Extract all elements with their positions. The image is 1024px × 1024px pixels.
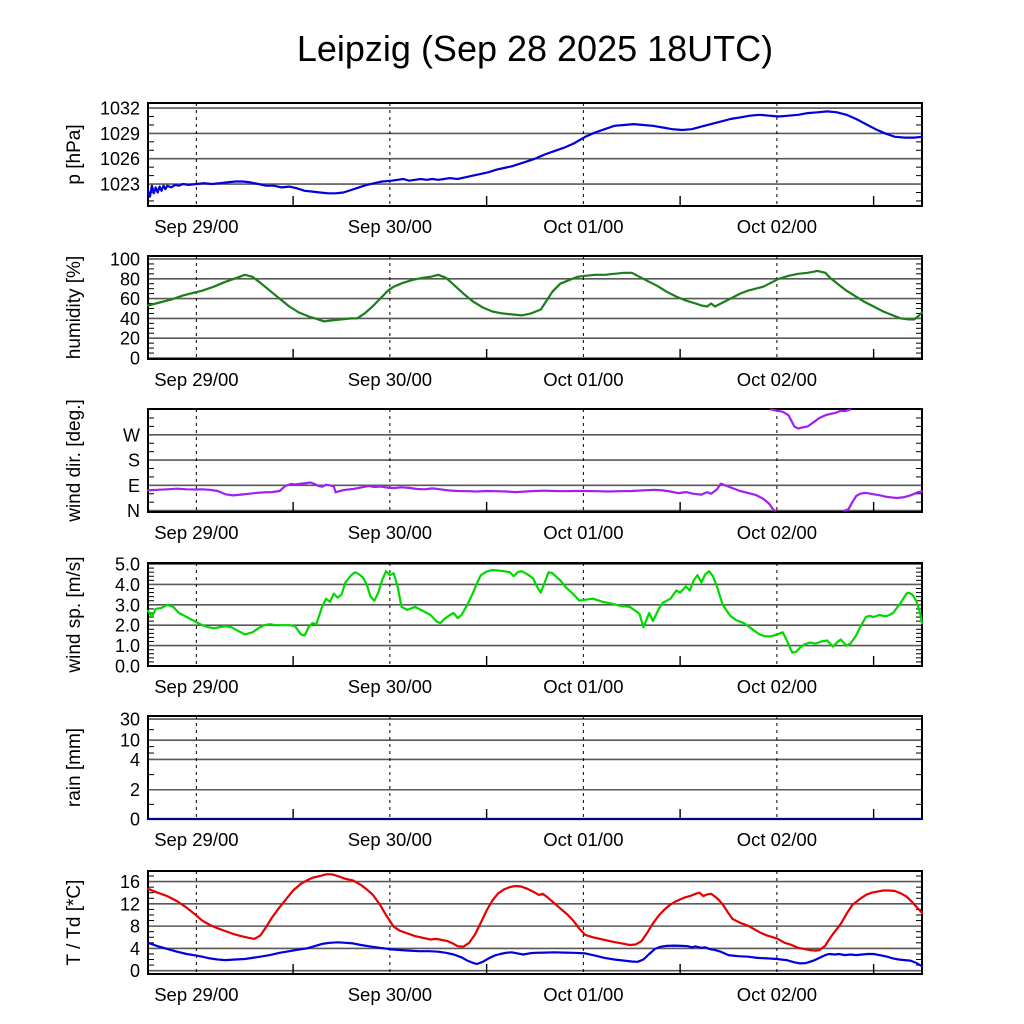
xtick-label-temperature: Oct 01/00 — [543, 984, 623, 1005]
wind-direction-series-line — [769, 408, 852, 430]
dewpoint-series-line — [146, 941, 924, 968]
xtick-label-wind-speed: Sep 29/00 — [154, 676, 238, 697]
ytick-label-humidity: 60 — [120, 289, 140, 309]
pressure-series-line — [146, 110, 924, 198]
xtick-label-rain: Sep 30/00 — [348, 829, 432, 850]
ytick-label-rain: 2 — [130, 780, 140, 800]
xtick-label-humidity: Oct 02/00 — [737, 369, 817, 390]
ytick-label-temperature: 8 — [130, 917, 140, 937]
xtick-label-temperature: Sep 30/00 — [348, 984, 432, 1005]
xtick-label-wind-direction: Sep 30/00 — [348, 522, 432, 543]
xtick-label-humidity: Sep 30/00 — [348, 369, 432, 390]
ylabel-pressure: p [hPa] — [64, 124, 85, 184]
panel-frame-pressure — [147, 102, 923, 207]
xtick-label-rain: Sep 29/00 — [154, 829, 238, 850]
xtick-label-wind-speed: Oct 02/00 — [737, 676, 817, 697]
temperature-series-line — [146, 873, 924, 952]
ylabel-rain: rain [mm] — [64, 728, 85, 807]
page-title: Leipzig (Sep 28 2025 18UTC) — [296, 28, 774, 69]
xtick-label-pressure: Oct 02/00 — [737, 216, 817, 237]
ylabel-wind-direction: wind dir. [deg.] — [64, 399, 85, 523]
xtick-label-pressure: Oct 01/00 — [543, 216, 623, 237]
ytick-label-wind-direction: S — [128, 451, 140, 471]
ylabel-wind-speed: wind sp. [m/s] — [64, 556, 85, 673]
xtick-label-temperature: Oct 02/00 — [737, 984, 817, 1005]
ytick-label-rain: 30 — [120, 710, 140, 730]
ytick-label-humidity: 40 — [120, 309, 140, 329]
wind-direction-series-line — [146, 481, 777, 512]
ytick-label-wind-speed: 3.0 — [115, 595, 140, 615]
xtick-label-pressure: Sep 29/00 — [154, 216, 238, 237]
ytick-label-humidity: 0 — [130, 349, 140, 369]
xtick-label-wind-direction: Sep 29/00 — [154, 522, 238, 543]
ytick-label-wind-speed: 1.0 — [115, 636, 140, 656]
panel-frame-temperature — [147, 870, 923, 975]
ytick-label-wind-speed: 5.0 — [115, 555, 140, 575]
xtick-label-wind-speed: Oct 01/00 — [543, 676, 623, 697]
xtick-label-rain: Oct 01/00 — [543, 829, 623, 850]
panel-pressure: 1023 1026 1029 1032 p [hPa] Sep 29/00 Sep 30/0… — [64, 99, 924, 237]
ytick-label-wind-direction: E — [128, 476, 140, 496]
ytick-label-rain: 10 — [120, 731, 140, 751]
xtick-label-pressure: Sep 30/00 — [348, 216, 432, 237]
xtick-label-wind-speed: Sep 30/00 — [348, 676, 432, 697]
ytick-label-pressure: 1032 — [100, 99, 140, 119]
ylabel-humidity: humidity [%] — [64, 256, 85, 359]
wind-direction-series-line — [843, 490, 924, 512]
xtick-label-wind-direction: Oct 01/00 — [543, 522, 623, 543]
xtick-label-humidity: Oct 01/00 — [543, 369, 623, 390]
ytick-label-rain: 4 — [130, 750, 140, 770]
ytick-label-temperature: 4 — [130, 939, 140, 959]
panel-frame-wind-speed — [147, 562, 923, 667]
ytick-label-wind-speed: 4.0 — [115, 575, 140, 595]
xtick-label-temperature: Sep 29/00 — [154, 984, 238, 1005]
ytick-label-pressure: 1026 — [100, 149, 140, 169]
ytick-label-humidity: 80 — [120, 269, 140, 289]
ytick-label-humidity: 20 — [120, 329, 140, 349]
ylabel-temperature: T / Td [*C] — [64, 880, 85, 966]
ytick-label-pressure: 1023 — [100, 175, 140, 195]
xtick-label-humidity: Sep 29/00 — [154, 369, 238, 390]
ytick-label-temperature: 0 — [130, 961, 140, 981]
ytick-label-wind-speed: 0.0 — [115, 657, 140, 677]
ytick-label-wind-speed: 2.0 — [115, 616, 140, 636]
xtick-label-wind-direction: Oct 02/00 — [737, 522, 817, 543]
humidity-series-line — [146, 269, 924, 323]
panel-frame-humidity — [147, 255, 923, 360]
wind-speed-series-line — [146, 568, 924, 654]
ytick-label-temperature: 16 — [120, 872, 140, 892]
ytick-label-wind-direction: N — [127, 501, 140, 521]
xtick-label-rain: Oct 02/00 — [737, 829, 817, 850]
ytick-label-wind-direction: W — [123, 425, 140, 445]
ytick-label-pressure: 1029 — [100, 124, 140, 144]
panel-wind-speed: 0.01.02.03.04.05.0 wind sp. [m/s] Sep 29/0… — [64, 555, 924, 697]
panel-frame-rain — [147, 715, 923, 820]
panel-frame-wind-direction — [147, 408, 923, 513]
ytick-label-temperature: 12 — [120, 894, 140, 914]
ytick-label-rain: 0 — [130, 810, 140, 830]
ytick-label-humidity: 100 — [110, 249, 140, 269]
